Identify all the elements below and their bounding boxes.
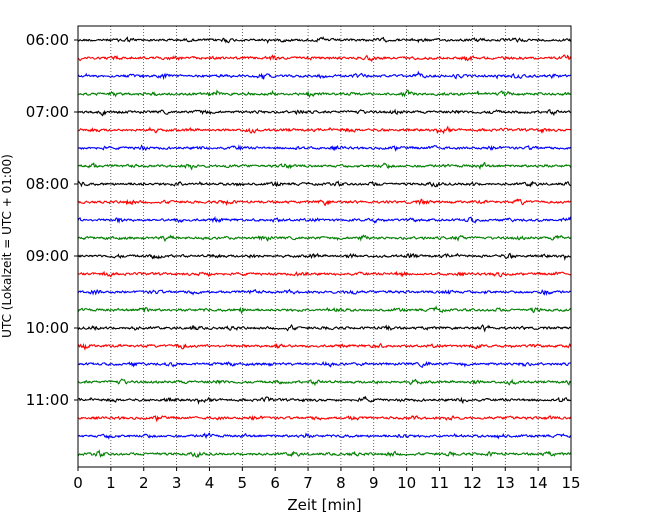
- y-tick-label: 07:00: [26, 103, 69, 121]
- plot-frame: [77, 25, 572, 468]
- x-tick-label: 12: [463, 474, 482, 492]
- x-tick-label: 11: [430, 474, 449, 492]
- trace-line: [77, 234, 572, 243]
- trace-line: [77, 108, 572, 117]
- trace-line: [77, 70, 572, 81]
- x-tick-label: 0: [73, 474, 83, 492]
- trace-line: [77, 395, 572, 405]
- trace-line: [77, 198, 572, 207]
- trace-line: [77, 125, 572, 135]
- x-tick-label: 5: [238, 474, 248, 492]
- trace-line: [77, 288, 572, 297]
- y-tick-label: 08:00: [26, 175, 69, 193]
- x-axis-title: Zeit [min]: [287, 496, 361, 514]
- trace-line: [77, 449, 572, 458]
- y-tick-label: 10:00: [26, 319, 69, 337]
- x-tick-label: 7: [303, 474, 313, 492]
- y-axis: 06:00 07:00 08:00 09:00 10:00 11:00: [26, 31, 78, 409]
- trace-line: [77, 432, 572, 440]
- x-tick-label: 6: [270, 474, 280, 492]
- trace-line: [77, 161, 572, 171]
- trace-line: [77, 54, 572, 63]
- seismic-traces: [77, 36, 572, 458]
- trace-line: [77, 324, 572, 333]
- x-tick-label: 3: [172, 474, 182, 492]
- trace-line: [77, 215, 572, 224]
- x-tick-label: 1: [106, 474, 116, 492]
- x-tick-label: 4: [205, 474, 215, 492]
- y-axis-title: UTC (Lokalzeit = UTC + 01:00): [0, 154, 14, 338]
- y-tick-label: 11:00: [26, 391, 69, 409]
- x-axis: 0 1 2 3 4 5 6 7 8 9 10 11 12 13 14 15: [73, 467, 581, 492]
- x-tick-label: 8: [336, 474, 346, 492]
- x-tick-label: 13: [496, 474, 515, 492]
- trace-line: [77, 180, 572, 188]
- trace-line: [77, 89, 572, 99]
- x-tick-label: 2: [139, 474, 149, 492]
- x-tick-label: 10: [397, 474, 416, 492]
- x-tick-label: 14: [529, 474, 548, 492]
- trace-line: [77, 270, 572, 278]
- trace-line: [77, 36, 572, 44]
- trace-line: [77, 360, 572, 368]
- y-tick-label: 06:00: [26, 31, 69, 49]
- x-tick-label: 15: [561, 474, 580, 492]
- y-tick-label: 09:00: [26, 247, 69, 265]
- trace-line: [77, 414, 572, 423]
- trace-line: [77, 342, 572, 351]
- trace-line: [77, 378, 572, 387]
- x-tick-label: 9: [369, 474, 379, 492]
- trace-line: [77, 144, 572, 152]
- trace-line: [77, 305, 572, 315]
- trace-line: [77, 252, 572, 262]
